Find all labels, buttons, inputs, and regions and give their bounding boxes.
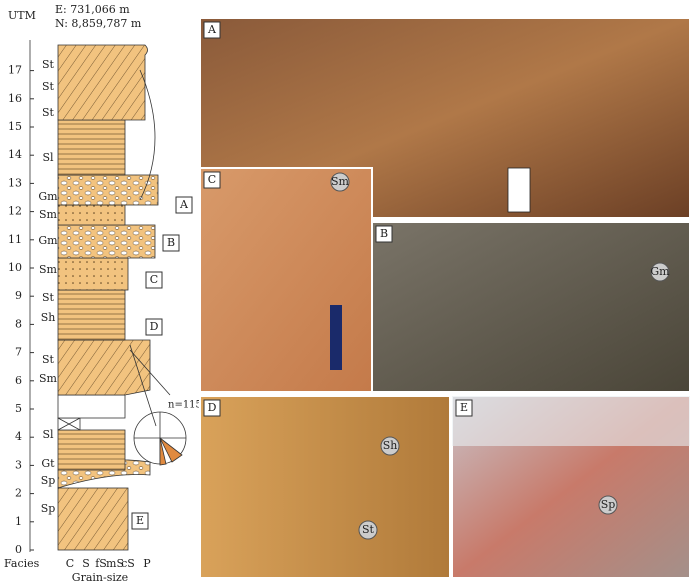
facies-label: Sl [42,151,54,164]
height-tick-label: 14 [8,148,22,161]
facies-marker [358,520,378,540]
facies-label: Sm [39,372,58,385]
panel-box [455,399,473,417]
grain-title: Grain-size [72,571,128,584]
easting: E: 731,066 m [55,3,130,16]
panel-box [203,21,221,39]
grain-class: cS [121,557,135,570]
facies-label: St [42,80,55,93]
facies-label: Gt [41,457,55,470]
callout-box [131,512,149,530]
facies-label: St [42,291,55,304]
photo-facies: Sh [383,439,398,452]
height-tick-label: 0 [15,543,22,556]
callout-label: C [150,273,158,286]
height-tick-label: 15 [8,120,22,133]
panel-letter: C [208,173,216,186]
height-tick-label: 11 [8,233,22,246]
grain-class: S [82,557,90,570]
height-tick-label: 7 [15,346,22,359]
photo-facies: St [362,523,375,536]
facies-label: Sm [39,208,58,221]
height-tick-label: 1 [15,515,22,528]
photo-facies: Sm [331,175,350,188]
callout-box [145,318,163,336]
facies-label: St [42,353,55,366]
height-tick-label: 4 [15,430,22,443]
height-tick-label: 2 [15,487,22,500]
height-tick-label: 17 [8,64,22,77]
panel-letter: B [380,227,388,240]
height-tick-label: 16 [8,92,22,105]
northing: N: 8,859,787 m [55,17,142,30]
panel-box [375,225,393,243]
rose-count: n=115 [168,400,202,411]
facies-label: Gm [38,190,58,203]
photo-facies: Sp [601,498,616,511]
facies-label: Sh [41,311,56,324]
photos [199,17,691,579]
height-tick-label: 9 [15,289,22,302]
callout-box [175,196,193,214]
callout-label: A [179,198,189,211]
grain-class: P [143,557,151,570]
panel-letter: E [460,401,468,414]
panel-box [203,399,221,417]
column [29,40,187,552]
callout-label: E [136,514,144,527]
height-tick-label: 6 [15,374,22,387]
height-tick-label: 5 [15,402,22,415]
facies-label: St [42,106,55,119]
facies-label: Sm [39,263,58,276]
grain-class: fS [95,557,107,570]
facies-label: Sp [41,474,56,487]
height-tick-label: 12 [8,205,22,218]
facies-label: Gm [38,234,58,247]
panel-letter: A [207,23,217,36]
height-tick-label: 8 [15,317,22,330]
facies-marker [330,172,350,192]
facies-label: Sp [41,502,56,515]
callout-box [162,234,180,252]
utm-label: UTM [8,9,36,22]
facies-marker [380,436,400,456]
facies-marker [598,495,618,515]
facies-marker [650,262,670,282]
panel-letter: D [208,401,217,414]
height-tick-label: 10 [8,261,22,274]
facies-label: St [42,58,55,71]
callout-label: D [150,320,159,333]
photo-facies: Gm [650,265,670,278]
grain-class: C [66,557,74,570]
facies-label: Sl [42,428,54,441]
height-tick-label: 3 [15,458,22,471]
panel-box [203,171,221,189]
height-tick-label: 13 [8,176,22,189]
callout-label: B [167,236,175,249]
facies-heading: Facies [4,557,40,570]
callout-box [145,271,163,289]
grain-class: mS [106,557,124,570]
